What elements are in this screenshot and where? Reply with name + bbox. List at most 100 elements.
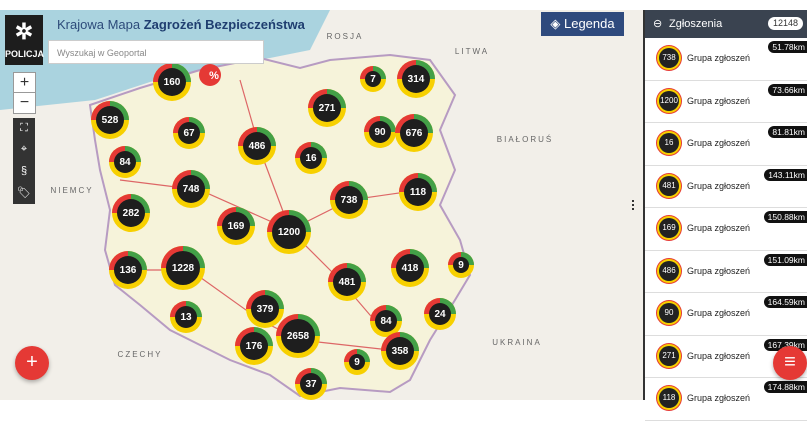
add-button[interactable]: + bbox=[15, 346, 49, 380]
cluster[interactable]: 676 bbox=[395, 114, 433, 152]
item-count: 481 bbox=[659, 175, 679, 196]
cluster-core bbox=[402, 65, 430, 93]
cluster-count: 118 bbox=[410, 187, 427, 198]
cluster[interactable]: 271 bbox=[308, 89, 346, 127]
item-count: 16 bbox=[659, 133, 679, 153]
cluster[interactable]: 13 bbox=[170, 301, 202, 333]
cluster-count: 528 bbox=[102, 115, 119, 126]
panel-item[interactable]: 486 Grupa zgłoszeń 151.09km bbox=[645, 251, 807, 293]
cluster-core bbox=[400, 119, 428, 147]
cluster[interactable]: 7 bbox=[360, 66, 386, 92]
cluster[interactable]: 738 bbox=[330, 181, 368, 219]
cluster-count: 676 bbox=[406, 128, 423, 139]
cluster[interactable]: 1228 bbox=[161, 246, 205, 290]
cluster-count: 84 bbox=[380, 316, 392, 327]
zoom-out[interactable]: − bbox=[13, 92, 36, 114]
cluster[interactable]: 282 bbox=[112, 194, 150, 232]
cluster-count: 37 bbox=[305, 379, 317, 390]
legend-button[interactable]: ◈ Legenda bbox=[541, 12, 624, 36]
cluster[interactable]: 314 bbox=[397, 60, 435, 98]
cluster-core bbox=[453, 257, 469, 273]
cluster[interactable]: 358 bbox=[381, 332, 419, 370]
map[interactable]: ROSJA LITWA BIAŁORUŚ NIEMCY CZECHY UKRAINA 160… bbox=[0, 0, 643, 400]
panel-item[interactable]: 271 Grupa zgłoszeń 167.39km bbox=[645, 336, 807, 378]
panel-item[interactable]: 738 Grupa zgłoszeń 51.78km bbox=[645, 38, 807, 81]
cluster-count: 24 bbox=[434, 309, 446, 320]
item-distance: 164.59km bbox=[763, 296, 807, 308]
title-prefix: Krajowa Mapa bbox=[57, 17, 141, 32]
item-distance: 81.81km bbox=[768, 126, 807, 138]
panel-item[interactable]: 1200 Grupa zgłoszeń 73.66km bbox=[645, 81, 807, 123]
cluster[interactable]: 84 bbox=[109, 146, 141, 178]
marker-label: % bbox=[209, 70, 219, 82]
cluster[interactable]: 24 bbox=[424, 298, 456, 330]
cluster-core bbox=[222, 212, 250, 240]
cluster[interactable]: 1200 bbox=[267, 210, 311, 254]
cluster[interactable]: 160 bbox=[153, 63, 191, 101]
cluster-count: 379 bbox=[257, 304, 274, 315]
cluster-count: 282 bbox=[123, 208, 140, 219]
fullscreen[interactable]: ⛶ bbox=[20, 122, 28, 134]
item-count: 271 bbox=[659, 345, 679, 366]
cluster-count: 271 bbox=[319, 103, 336, 114]
cluster-core bbox=[429, 303, 451, 325]
cluster[interactable]: 748 bbox=[172, 170, 210, 208]
law-button[interactable]: § bbox=[20, 165, 28, 177]
cluster[interactable]: 486 bbox=[238, 127, 276, 165]
cluster-core bbox=[166, 251, 200, 285]
cluster-count: 1228 bbox=[172, 263, 195, 274]
item-label: Grupa zgłoszeń bbox=[687, 265, 751, 276]
panel-item[interactable]: 16 Grupa zgłoszeń 81.81km bbox=[645, 123, 807, 166]
search-box[interactable]: Wyszukaj w Geoportal bbox=[48, 40, 264, 64]
cluster[interactable]: 169 bbox=[217, 207, 255, 245]
item-count: 90 bbox=[659, 303, 679, 323]
item-distance: 150.88km bbox=[763, 211, 807, 223]
cluster-count: 314 bbox=[408, 74, 425, 85]
item-label: Grupa zgłoszeń bbox=[687, 53, 751, 63]
cluster-count: 418 bbox=[402, 263, 419, 274]
cluster[interactable]: 379 bbox=[246, 290, 284, 328]
cluster-core bbox=[251, 295, 279, 323]
cluster[interactable]: 481 bbox=[328, 263, 366, 301]
cluster-count: 67 bbox=[183, 128, 195, 139]
cluster-count: 90 bbox=[374, 127, 386, 138]
cluster[interactable]: 2658 bbox=[276, 314, 320, 358]
cluster[interactable]: 176 bbox=[235, 327, 273, 365]
panel-item[interactable]: 118 Grupa zgłoszeń 174.88km bbox=[645, 378, 807, 421]
cluster-core bbox=[404, 178, 432, 206]
police-logo[interactable]: ✲ POLICJA bbox=[5, 15, 44, 65]
reports-panel: ⊖ Zgłoszenia 12148 738 Grupa zgłoszeń 51.78k… bbox=[643, 10, 807, 421]
locate[interactable]: ⌖ bbox=[20, 143, 28, 155]
panel-header[interactable]: ⊖ Zgłoszenia 12148 bbox=[645, 10, 807, 38]
cluster-count: 1200 bbox=[278, 227, 301, 238]
panel-item[interactable]: 169 Grupa zgłoszeń 150.88km bbox=[645, 208, 807, 251]
panel-title: Zgłoszenia bbox=[669, 18, 723, 30]
cluster[interactable]: 118 bbox=[399, 173, 437, 211]
cluster[interactable]: 16 bbox=[295, 142, 327, 174]
cluster[interactable]: 9 bbox=[448, 252, 474, 278]
item-count: 738 bbox=[659, 48, 679, 68]
cluster[interactable]: 418 bbox=[391, 249, 429, 287]
cluster-count: 481 bbox=[339, 277, 356, 288]
item-count: 169 bbox=[659, 218, 679, 238]
panel-item[interactable]: 481 Grupa zgłoszeń 143.11km bbox=[645, 166, 807, 208]
item-label: Grupa zgłoszeń bbox=[687, 138, 751, 148]
toolbar: ⛶ ⌖ § 🏷 bbox=[13, 118, 35, 204]
cluster[interactable]: 9 bbox=[344, 349, 370, 375]
cluster-core bbox=[243, 132, 271, 160]
panel-item[interactable]: 90 Grupa zgłoszeń 164.59km bbox=[645, 293, 807, 336]
zoom-in[interactable]: + bbox=[13, 72, 36, 94]
filter-button[interactable]: ≡ bbox=[773, 346, 807, 380]
cluster[interactable]: 528 bbox=[91, 101, 129, 139]
cluster-count: 84 bbox=[119, 157, 131, 168]
tags[interactable]: 🏷 bbox=[17, 187, 31, 199]
cluster-core bbox=[114, 256, 142, 284]
cluster[interactable]: 136 bbox=[109, 251, 147, 289]
cluster[interactable]: 67 bbox=[173, 117, 205, 149]
cluster[interactable]: 37 bbox=[295, 368, 327, 400]
country-label: UKRAINA bbox=[492, 338, 542, 347]
cluster[interactable]: 90 bbox=[364, 116, 396, 148]
cluster-core bbox=[117, 199, 145, 227]
cluster[interactable]: 84 bbox=[370, 305, 402, 337]
cluster-count: 738 bbox=[341, 195, 358, 206]
